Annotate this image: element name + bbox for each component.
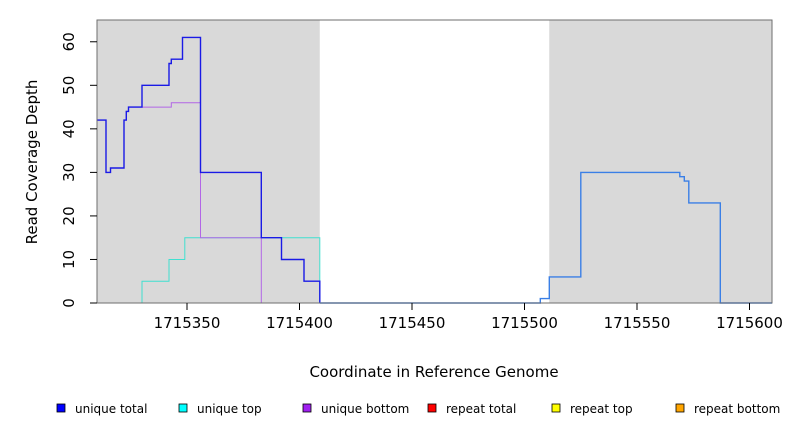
- x-axis: 1715350 1715400 1715450 1715500 1715550 17156…: [154, 303, 783, 332]
- legend-label: unique total: [75, 402, 147, 416]
- y-tick-label: 40: [60, 119, 78, 138]
- y-tick-label: 30: [60, 163, 78, 182]
- y-tick-label: 20: [60, 206, 78, 225]
- legend-label: repeat top: [570, 402, 633, 416]
- legend-swatch: [56, 403, 66, 413]
- x-tick-label: 1715500: [491, 314, 558, 332]
- legend-swatch: [302, 403, 312, 413]
- x-tick-label: 1715600: [716, 314, 783, 332]
- legend-item-unique-total: unique total: [56, 402, 147, 416]
- legend-label: repeat bottom: [694, 402, 780, 416]
- y-tick-label: 60: [60, 32, 78, 51]
- x-tick-label: 1715350: [154, 314, 221, 332]
- y-axis-title: Read Coverage Depth: [23, 80, 41, 245]
- legend-swatch: [178, 403, 188, 413]
- y-tick-label: 10: [60, 250, 78, 269]
- shaded-region-2: [549, 20, 772, 303]
- legend-item-repeat-total: repeat total: [427, 402, 516, 416]
- y-tick-label: 50: [60, 76, 78, 95]
- legend-label: unique bottom: [321, 402, 409, 416]
- x-tick-label: 1715450: [379, 314, 446, 332]
- y-tick-label: 0: [60, 298, 78, 308]
- series-line-unlabeled: [319, 171, 772, 304]
- legend-label: unique top: [197, 402, 262, 416]
- x-tick-label: 1715550: [604, 314, 671, 332]
- legend-swatch: [427, 403, 437, 413]
- legend-swatch: [675, 403, 685, 413]
- legend-item-unique-bottom: unique bottom: [302, 402, 409, 416]
- plot-border: [96, 19, 773, 304]
- legend-label: repeat total: [446, 402, 516, 416]
- legend-item-repeat-top: repeat top: [551, 402, 633, 416]
- x-tick-label: 1715400: [266, 314, 333, 332]
- shaded-region-1: [97, 20, 320, 303]
- x-axis-title: Coordinate in Reference Genome: [309, 363, 558, 381]
- legend: unique total unique top unique bottom repea…: [56, 402, 780, 416]
- legend-swatch: [551, 403, 561, 413]
- legend-item-unique-top: unique top: [178, 402, 262, 416]
- y-axis: 0 10 20 30 40 50 60: [60, 32, 97, 308]
- legend-item-repeat-bottom: repeat bottom: [675, 402, 780, 416]
- series-line-unique-total: [97, 36, 321, 303]
- plot-background: [97, 20, 772, 303]
